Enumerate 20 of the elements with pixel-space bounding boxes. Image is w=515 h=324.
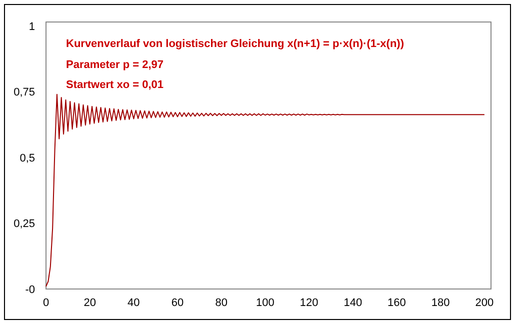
x-tick-label: 60 bbox=[171, 297, 184, 309]
text: Kurvenverlauf von logistischer Gleichung x(n+1) = p·x(n)·(1-x(n)) bbox=[66, 38, 404, 50]
line-series bbox=[46, 94, 485, 287]
x-tick-label: 180 bbox=[431, 297, 450, 309]
x-tick-label: 140 bbox=[344, 297, 362, 309]
y-tick-label: -0 bbox=[25, 284, 35, 296]
x-tick-label: 0 bbox=[42, 297, 50, 309]
x-tick-label: 20 bbox=[84, 297, 96, 309]
x-tick-label: 80 bbox=[215, 297, 228, 309]
x-tick-label: 120 bbox=[300, 297, 318, 309]
y-tick-label: 0,25 bbox=[14, 218, 35, 230]
y-tick-label: 0,5 bbox=[20, 152, 35, 164]
annotation: Parameter p = 2,97 bbox=[66, 59, 164, 71]
y-tick-label: 0,75 bbox=[14, 86, 35, 99]
y-tick-label: 1 bbox=[28, 20, 35, 33]
annotation: Startwert xo = 0,01 bbox=[66, 79, 164, 91]
x-tick-label: 160 bbox=[388, 297, 406, 309]
x-tick-label: 200 bbox=[475, 297, 494, 309]
x-tick-label: 40 bbox=[128, 297, 140, 309]
x-tick-label: 100 bbox=[256, 297, 274, 309]
